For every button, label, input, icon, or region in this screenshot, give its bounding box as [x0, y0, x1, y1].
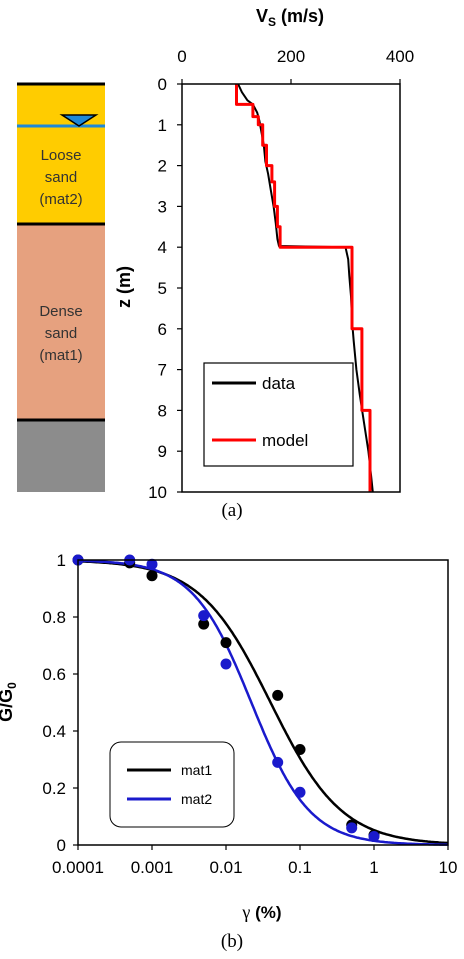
- dense-sand-label-1: Dense: [39, 303, 82, 320]
- g-g0-tick-label: 1: [57, 551, 66, 570]
- caption-a: (a): [221, 500, 242, 521]
- strain-tick-label: 10: [439, 858, 458, 877]
- strain-axis-label: γ (%): [241, 902, 281, 922]
- depth-tick-label: 5: [158, 279, 167, 298]
- legend-mat2-label: mat2: [181, 791, 212, 807]
- vs-y-ticks: 0 1 2 3 4 5 6 7 8 9 10: [148, 75, 182, 502]
- depth-tick-label: 3: [158, 197, 167, 216]
- depth-tick-label: 4: [158, 238, 167, 257]
- g-g0-tick-label: 0.6: [42, 665, 66, 684]
- caption-b: (b): [221, 931, 243, 952]
- water-table-icon: [59, 114, 99, 127]
- dense-sand-label-3: (mat1): [39, 347, 82, 364]
- vs-profile-chart: VS (m/s) 0 200 400 0 1 2 3 4 5 6 7 8 9 10 z (m) data…: [114, 6, 414, 502]
- layer-dense-sand: [17, 224, 105, 420]
- depth-tick-label: 9: [158, 442, 167, 461]
- strain-x-ticks: 0.0001 0.001 0.01 0.1 1 10: [52, 845, 457, 877]
- loose-sand-label-3: (mat2): [39, 191, 82, 208]
- g-g0-legend: mat1 mat2: [109, 741, 235, 828]
- g-g0-axis-label: G/G0: [0, 682, 19, 722]
- g-g0-y-ticks: 0 0.2 0.4 0.6 0.8 1: [42, 551, 78, 855]
- g-g0-point-mat2: [368, 831, 380, 842]
- g-g0-point-mat1: [294, 744, 306, 755]
- g-g0-point-mat1: [146, 570, 158, 582]
- g-g0-point-mat2: [220, 658, 232, 670]
- g-g0-axis-label-sub: 0: [5, 682, 19, 689]
- vs-plot-area: [235, 83, 374, 493]
- g-g0-plot-frame: [77, 559, 449, 846]
- g-g0-point-mat2: [146, 558, 158, 570]
- g-g0-point-mat1: [272, 689, 284, 701]
- strain-tick-label: 0.001: [131, 858, 174, 877]
- loose-sand-label-2: sand: [45, 169, 78, 186]
- modulus-reduction-chart: G/G0 0.0001 0.001 0.01 0.1 1 10 00.20.40.60.8…: [0, 551, 457, 922]
- strain-tick-label: 1: [369, 858, 378, 877]
- layer-loose-sand: [17, 85, 105, 223]
- g-g0-point-mat1: [220, 637, 232, 649]
- depth-tick-label: 2: [158, 157, 167, 176]
- depth-tick-label: 1: [158, 116, 167, 135]
- depth-tick-label: 10: [148, 483, 167, 502]
- vs-legend: data model: [203, 362, 354, 467]
- dense-sand-label-2: sand: [45, 325, 78, 342]
- vs-axis-title-sub: S: [268, 15, 276, 29]
- strain-tick-label: 0.0001: [52, 858, 104, 877]
- vs-x-tick-label: 200: [277, 47, 305, 66]
- g-g0-point-mat2: [272, 756, 284, 768]
- depth-tick-label: 8: [158, 401, 167, 420]
- strain-tick-label: 0.1: [288, 858, 312, 877]
- vs-series-model: [235, 84, 372, 492]
- legend-mat1-label: mat1: [181, 762, 212, 778]
- strain-axis-label-unit: (%): [250, 903, 281, 922]
- g-g0-tick-label: 0.2: [42, 779, 66, 798]
- g-g0-point-mat2: [198, 610, 210, 622]
- legend-data-label: data: [262, 374, 296, 393]
- legend-model-label: model: [262, 431, 308, 450]
- g-g0-tick-label: 0: [57, 836, 66, 855]
- g-g0-point-mat2: [294, 786, 306, 798]
- vs-plot-frame: [181, 83, 401, 493]
- vs-axis-title-unit: (m/s): [276, 6, 324, 26]
- vs-legend-box: [203, 362, 354, 467]
- strain-axis-label-sym: γ: [241, 902, 250, 922]
- layer-bedrock: [17, 421, 105, 492]
- g-g0-point-mat1: [198, 618, 210, 630]
- vs-axis-title-main: V: [256, 6, 268, 26]
- vs-x-ticks: 0 200 400: [177, 47, 414, 84]
- g-g0-curve-mat2: [78, 559, 449, 846]
- depth-tick-label: 6: [158, 320, 167, 339]
- g-g0-axis-label-main: G/G: [0, 689, 16, 722]
- soil-column: Loose sand (mat2) Dense sand (mat1): [17, 82, 105, 492]
- depth-axis-label: z (m): [114, 266, 134, 308]
- g-g0-point-mat2: [346, 822, 358, 834]
- strain-tick-label: 0.01: [209, 858, 242, 877]
- vs-x-tick-label: 400: [386, 47, 414, 66]
- g-g0-tick-label: 0.4: [42, 722, 66, 741]
- g-g0-legend-box: [109, 741, 235, 828]
- vs-x-tick-label: 0: [177, 47, 186, 66]
- loose-sand-label-1: Loose: [41, 147, 82, 164]
- g-g0-tick-label: 0.8: [42, 608, 66, 627]
- depth-tick-label: 7: [158, 361, 167, 380]
- depth-tick-label: 0: [158, 75, 167, 94]
- vs-axis-title: VS (m/s): [256, 6, 324, 29]
